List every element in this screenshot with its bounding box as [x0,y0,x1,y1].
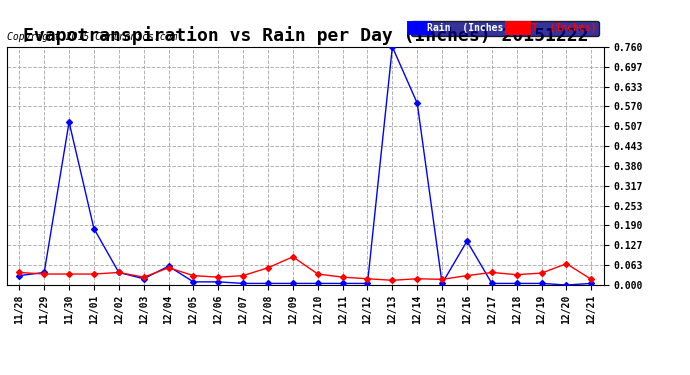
Title: Evapotranspiration vs Rain per Day (Inches) 20151222: Evapotranspiration vs Rain per Day (Inch… [23,26,588,45]
Legend: Rain  (Inches), ET  (Inches): Rain (Inches), ET (Inches) [411,21,599,36]
Text: Copyright 2015 Cartronics.com: Copyright 2015 Cartronics.com [7,32,177,42]
